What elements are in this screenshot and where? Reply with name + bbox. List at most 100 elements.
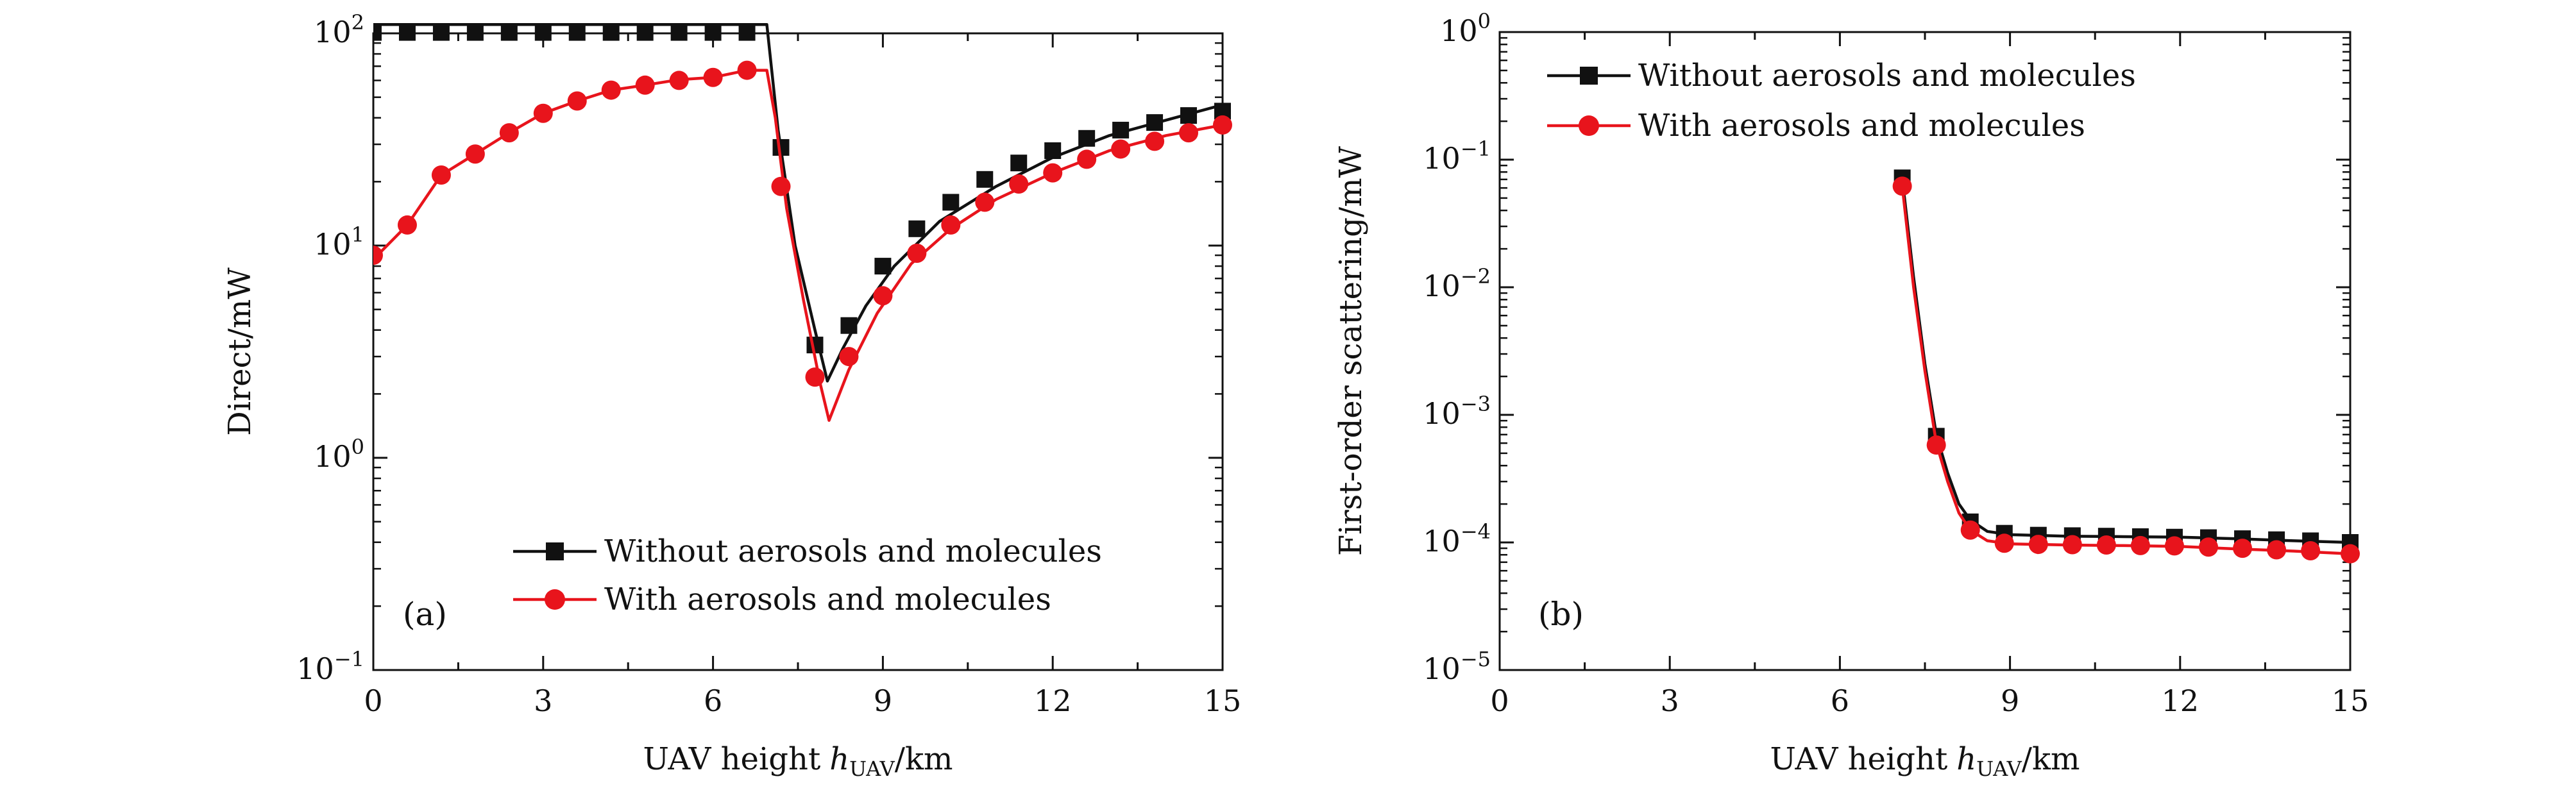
series-with bbox=[373, 60, 1232, 422]
x-tick-label: 15 bbox=[2332, 683, 2369, 718]
data-point-square bbox=[500, 24, 518, 41]
data-point-square bbox=[534, 24, 552, 41]
data-point-square bbox=[636, 24, 654, 41]
x-tick-label: 6 bbox=[704, 683, 722, 718]
y-tick-label: 10−5 bbox=[1423, 647, 1491, 686]
y-tick-label: 10−2 bbox=[1423, 264, 1491, 303]
data-point-square bbox=[432, 24, 450, 41]
panel-label: (a) bbox=[403, 596, 447, 633]
data-point-circle bbox=[1179, 123, 1199, 143]
x-tick-label: 15 bbox=[1204, 683, 1242, 718]
x-tick-label: 12 bbox=[1034, 683, 1072, 718]
series-line bbox=[373, 69, 1223, 422]
data-point-circle bbox=[2199, 537, 2218, 557]
data-point-circle bbox=[737, 60, 757, 80]
data-point-circle bbox=[2341, 544, 2360, 564]
x-tick-label: 3 bbox=[534, 683, 552, 718]
x-tick-label: 9 bbox=[2001, 683, 2019, 718]
chart-panel-a: 0 3 6 9 12 15 10−1 100 101 102 Direct/mW UAV height… bbox=[222, 10, 1241, 781]
legend-marker-square bbox=[546, 542, 564, 560]
data-point-circle bbox=[1892, 176, 1912, 196]
data-point-circle bbox=[1009, 174, 1029, 194]
data-point-square bbox=[908, 220, 926, 237]
x-tick-label: 6 bbox=[1831, 683, 1849, 718]
legend-label: With aerosols and molecules bbox=[1638, 108, 2085, 144]
x-tick-label: 3 bbox=[1661, 683, 1679, 718]
legend: Without aerosols and molecules With aeros… bbox=[1547, 58, 2136, 144]
legend-label: Without aerosols and molecules bbox=[1638, 58, 2136, 94]
y-axis-title: Direct/mW bbox=[222, 267, 258, 436]
data-point-square bbox=[1180, 107, 1198, 124]
data-point-circle bbox=[2028, 535, 2048, 555]
data-point-square bbox=[1146, 114, 1164, 131]
y-tick-label: 100 bbox=[314, 435, 364, 474]
data-point-circle bbox=[2301, 541, 2321, 561]
data-point-circle bbox=[1926, 435, 1946, 455]
data-point-circle bbox=[1043, 163, 1063, 183]
y-tick-label: 100 bbox=[1440, 9, 1491, 48]
data-point-square bbox=[874, 258, 892, 275]
data-point-circle bbox=[397, 215, 417, 235]
data-point-square bbox=[1044, 142, 1062, 159]
data-point-circle bbox=[1994, 533, 2014, 553]
data-point-circle bbox=[635, 75, 655, 95]
data-point-square bbox=[976, 171, 994, 188]
panel-label: (b) bbox=[1538, 596, 1584, 633]
x-tick-label: 12 bbox=[2162, 683, 2199, 718]
legend-label: With aerosols and molecules bbox=[604, 582, 1051, 617]
series-with bbox=[1892, 176, 2360, 564]
series-without bbox=[373, 23, 1231, 383]
data-point-square bbox=[373, 24, 382, 41]
data-point-circle bbox=[2233, 539, 2253, 558]
data-point-circle bbox=[839, 347, 859, 367]
data-point-circle bbox=[669, 71, 689, 90]
x-axis-title: UAV height hUAV/km bbox=[1770, 741, 2080, 781]
data-point-circle bbox=[1077, 149, 1097, 169]
data-point-circle bbox=[2062, 535, 2082, 555]
x-tick-label: 0 bbox=[1490, 683, 1509, 718]
data-point-square bbox=[1010, 155, 1028, 172]
legend: Without aerosols and molecules With aeros… bbox=[513, 533, 1102, 617]
data-point-square bbox=[568, 24, 586, 41]
y-tick-label: 10−4 bbox=[1423, 519, 1491, 558]
data-point-square bbox=[466, 24, 484, 41]
y-tick-label: 10−3 bbox=[1423, 392, 1491, 431]
data-point-square bbox=[1112, 121, 1130, 138]
series-line bbox=[1901, 186, 2351, 555]
data-point-circle bbox=[601, 80, 621, 100]
data-point-circle bbox=[499, 123, 519, 143]
data-point-circle bbox=[1960, 520, 1980, 540]
data-point-circle bbox=[2164, 536, 2184, 556]
data-point-square bbox=[840, 317, 858, 334]
data-point-square bbox=[398, 24, 416, 41]
y-tick-label: 102 bbox=[314, 10, 364, 49]
data-point-square bbox=[942, 194, 960, 211]
data-point-circle bbox=[567, 91, 587, 111]
data-point-square bbox=[670, 24, 688, 41]
data-point-circle bbox=[373, 246, 383, 265]
legend-marker-circle bbox=[545, 589, 565, 610]
data-point-circle bbox=[1145, 131, 1165, 151]
data-point-square bbox=[1078, 130, 1096, 147]
data-point-square bbox=[704, 24, 722, 41]
y-tick-label: 10−1 bbox=[296, 647, 364, 686]
data-point-circle bbox=[431, 165, 451, 185]
data-point-circle bbox=[805, 367, 825, 387]
legend-label: Without aerosols and molecules bbox=[604, 533, 1102, 569]
data-point-circle bbox=[975, 192, 995, 212]
series-line bbox=[373, 23, 1223, 383]
data-point-circle bbox=[1213, 115, 1232, 135]
x-axis-title: UAV height hUAV/km bbox=[643, 741, 953, 781]
y-tick-label: 10−1 bbox=[1423, 137, 1491, 176]
data-point-circle bbox=[1111, 139, 1131, 159]
data-point-square bbox=[602, 24, 620, 41]
legend-marker-circle bbox=[1579, 115, 1599, 136]
series-line bbox=[1901, 178, 2351, 544]
x-tick-label: 9 bbox=[874, 683, 892, 718]
data-point-square bbox=[738, 24, 756, 41]
data-point-circle bbox=[907, 243, 927, 263]
data-point-circle bbox=[873, 286, 893, 306]
y-tick-label: 101 bbox=[314, 222, 364, 262]
data-point-circle bbox=[703, 67, 723, 87]
